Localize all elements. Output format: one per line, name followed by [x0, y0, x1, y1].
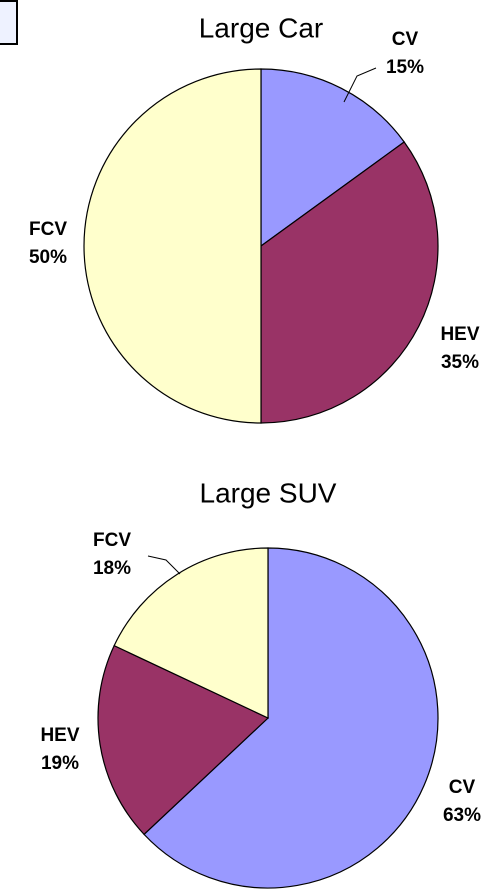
slice-value-label: 15%	[386, 57, 424, 78]
leader-line	[147, 555, 181, 575]
slice-value-label: 50%	[29, 247, 67, 268]
pie-slice	[260, 68, 406, 248]
slice-label: FCV	[29, 219, 67, 240]
slice-value-label: 63%	[443, 805, 481, 826]
slice-value-label: 35%	[441, 352, 479, 373]
pie-slice	[260, 141, 439, 424]
pie-slice	[143, 547, 439, 889]
slice-label: CV	[449, 777, 476, 798]
slice-label: CV	[392, 29, 419, 50]
chart-title: Large Car	[199, 12, 324, 43]
slice-label: HEV	[40, 725, 79, 746]
pie-slice	[97, 644, 270, 836]
pie-slice	[83, 68, 262, 424]
slice-label: HEV	[440, 324, 479, 345]
chart-title: Large SUV	[200, 477, 337, 508]
slice-value-label: 18%	[93, 558, 131, 579]
slice-value-label: 19%	[41, 753, 79, 774]
slice-label: FCV	[93, 530, 131, 551]
pie-slice	[113, 547, 269, 719]
leader-line	[343, 67, 377, 103]
frame-fragment	[0, 0, 18, 45]
